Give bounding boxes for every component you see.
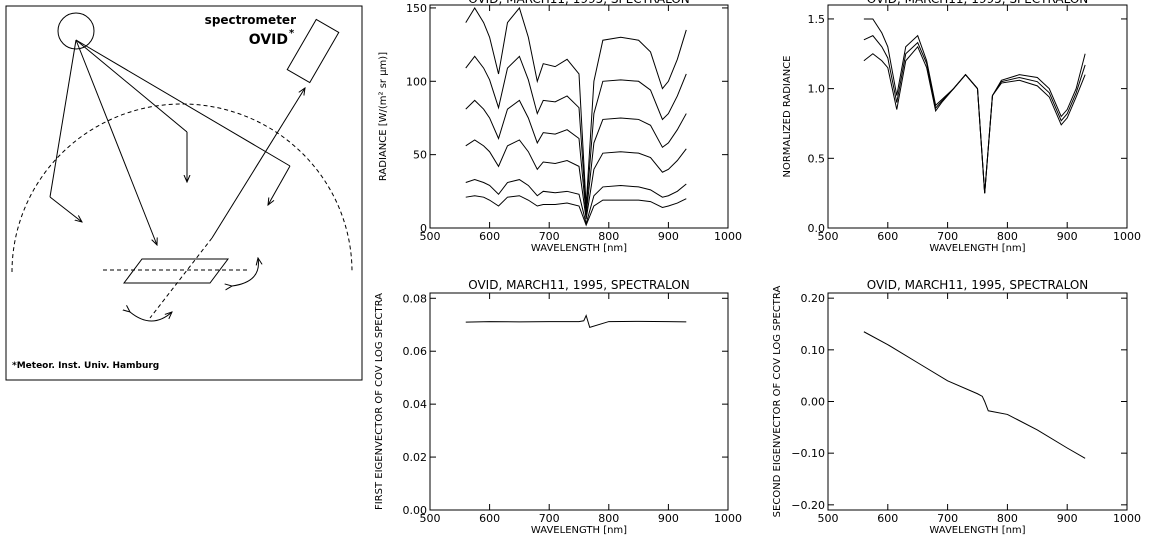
y-tick-label: 0.0 xyxy=(808,222,826,235)
ray xyxy=(75,39,188,133)
ray xyxy=(75,39,157,245)
x-tick-label: 900 xyxy=(1057,512,1078,525)
series-line xyxy=(863,35,1086,194)
plot-frame xyxy=(827,4,1128,229)
rotation-arrow xyxy=(232,258,258,286)
x-tick-label: 900 xyxy=(658,512,679,525)
x-tick-label: 500 xyxy=(420,230,441,243)
y-tick-label: 0.5 xyxy=(808,152,826,165)
chart-title: OVID, MARCH11, 1995, SPECTRALON xyxy=(468,0,690,6)
y-tick-label: 150 xyxy=(406,2,427,15)
y-tick-label: 0.04 xyxy=(403,398,428,411)
plot-frame xyxy=(827,292,1128,511)
y-tick-label: 0.08 xyxy=(403,292,428,305)
x-tick-label: 900 xyxy=(658,230,679,243)
spectrometer-box xyxy=(286,18,340,84)
series-line xyxy=(863,45,1086,194)
view-ray xyxy=(211,88,305,239)
x-tick-label: 700 xyxy=(937,512,958,525)
x-axis-label: WAVELENGTH [nm] xyxy=(531,525,627,536)
x-tick-label: 600 xyxy=(877,230,898,243)
ray xyxy=(268,165,291,205)
y-tick-label: 0.10 xyxy=(801,344,826,357)
x-tick-label: 800 xyxy=(997,230,1018,243)
y-axis-label: NORMALIZED RADIANCE xyxy=(782,56,793,178)
y-tick-label: 100 xyxy=(406,75,427,88)
x-tick-label: 1000 xyxy=(1113,230,1141,243)
x-tick-label: 800 xyxy=(598,230,619,243)
x-tick-label: 500 xyxy=(818,512,839,525)
instrument-label: spectrometer xyxy=(205,13,296,27)
series-line xyxy=(465,195,687,227)
x-tick-label: 1000 xyxy=(714,230,742,243)
y-axis-label: FIRST EIGENVECTOR OF COV LOG SPECTRA xyxy=(374,293,385,510)
x-tick-label: 800 xyxy=(598,512,619,525)
y-tick-label: 50 xyxy=(413,149,427,162)
x-tick-label: 500 xyxy=(818,230,839,243)
instrument-name: OVID xyxy=(249,32,288,48)
series-line xyxy=(465,99,687,215)
hemisphere xyxy=(11,103,353,273)
chart-title: OVID, MARCH11, 1995, SPECTRALON xyxy=(867,278,1089,292)
ray xyxy=(75,39,291,167)
x-tick-label: 600 xyxy=(479,230,500,243)
diagram: spectrometer OVID * *Meteor. Inst. Univ.… xyxy=(5,5,363,381)
plot-frame xyxy=(429,292,729,511)
y-axis-label: SECOND EIGENVECTOR OF COV LOG SPECTRA xyxy=(772,286,783,518)
chart-title: OVID, MARCH11, 1995, SPECTRALON xyxy=(867,0,1089,6)
x-tick-label: 700 xyxy=(539,512,560,525)
y-tick-label: 0.00 xyxy=(801,396,826,409)
y-tick-label: 1.5 xyxy=(808,13,826,26)
diagram-frame xyxy=(5,5,363,381)
series-line xyxy=(863,331,1086,459)
x-tick-label: 1000 xyxy=(714,512,742,525)
sun xyxy=(57,12,95,50)
chart-title: OVID, MARCH11, 1995, SPECTRALON xyxy=(468,278,690,292)
y-tick-label: −0.10 xyxy=(791,447,825,460)
y-tick-label: −0.20 xyxy=(791,499,825,512)
x-tick-label: 700 xyxy=(937,230,958,243)
ray xyxy=(49,39,77,198)
x-tick-label: 700 xyxy=(539,230,560,243)
y-tick-label: 1.0 xyxy=(808,83,826,96)
series-line xyxy=(465,314,687,329)
rotation-arrow xyxy=(130,312,172,322)
x-tick-label: 600 xyxy=(479,512,500,525)
x-tick-label: 500 xyxy=(420,512,441,525)
series-line xyxy=(465,55,687,211)
y-tick-label: 0.00 xyxy=(403,504,428,517)
y-axis-label: RADIANCE [W/(m² sr μm)] xyxy=(378,52,389,181)
x-tick-label: 1000 xyxy=(1113,512,1141,525)
x-axis-label: WAVELENGTH [nm] xyxy=(531,243,627,254)
plot-frame xyxy=(429,4,729,229)
x-axis-label: WAVELENGTH [nm] xyxy=(929,243,1025,254)
series-line xyxy=(465,179,687,226)
footnote: *Meteor. Inst. Univ. Hamburg xyxy=(12,361,159,371)
x-tick-label: 600 xyxy=(877,512,898,525)
x-axis-label: WAVELENGTH [nm] xyxy=(929,525,1025,536)
x-tick-label: 800 xyxy=(997,512,1018,525)
y-tick-label: 0.20 xyxy=(801,292,826,305)
y-tick-label: 0.02 xyxy=(403,451,428,464)
y-tick-label: 0.06 xyxy=(403,345,428,358)
series-line xyxy=(465,6,687,207)
series-line xyxy=(465,139,687,220)
y-tick-label: 0 xyxy=(420,222,427,235)
panel xyxy=(123,258,229,284)
instrument-mark: * xyxy=(289,28,295,39)
x-tick-label: 900 xyxy=(1057,230,1078,243)
ray xyxy=(49,196,82,222)
axis-line xyxy=(149,237,213,319)
